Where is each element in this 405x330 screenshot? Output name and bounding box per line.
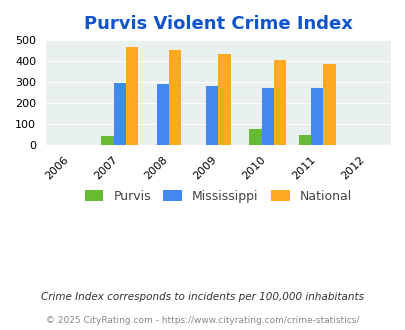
Text: © 2025 CityRating.com - https://www.cityrating.com/crime-statistics/: © 2025 CityRating.com - https://www.city…: [46, 315, 359, 325]
Bar: [126, 47, 138, 145]
Title: Purvis Violent Crime Index: Purvis Violent Crime Index: [84, 15, 352, 33]
Bar: [261, 88, 273, 145]
Bar: [310, 88, 322, 145]
Bar: [156, 84, 169, 145]
Text: Crime Index corresponds to incidents per 100,000 inhabitants: Crime Index corresponds to incidents per…: [41, 292, 364, 302]
Bar: [169, 50, 181, 145]
Bar: [298, 135, 310, 145]
Bar: [113, 83, 126, 145]
Bar: [273, 60, 286, 145]
Legend: Purvis, Mississippi, National: Purvis, Mississippi, National: [79, 185, 356, 208]
Bar: [322, 64, 335, 145]
Bar: [249, 129, 261, 145]
Bar: [206, 86, 218, 145]
Bar: [101, 136, 113, 145]
Bar: [218, 54, 230, 145]
